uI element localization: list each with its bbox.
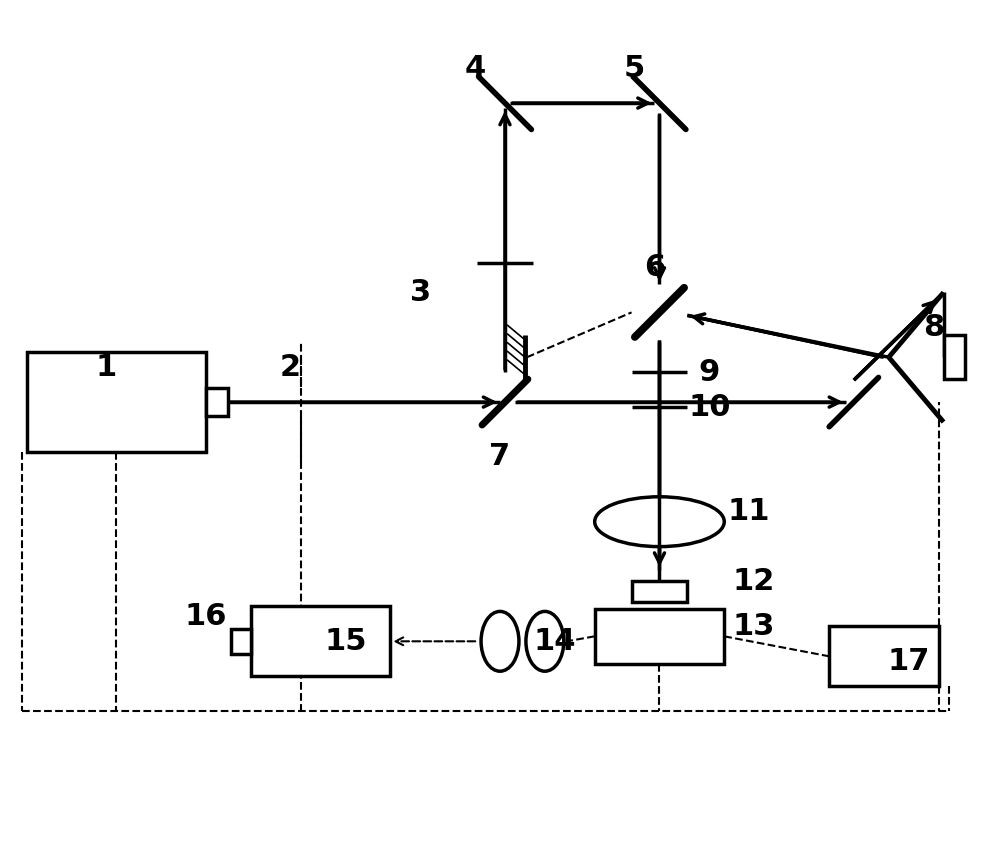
Text: 8: 8	[923, 313, 944, 342]
Bar	[251, 607, 390, 676]
Bar	[206, 388, 228, 416]
Text: 15: 15	[324, 626, 367, 656]
Text: 6: 6	[644, 253, 665, 282]
Text: 13: 13	[733, 612, 775, 641]
Ellipse shape	[595, 497, 724, 547]
Text: 14: 14	[534, 626, 576, 656]
Bar	[231, 629, 251, 654]
Text: 4: 4	[464, 54, 486, 82]
Bar	[595, 609, 724, 663]
Text: 2: 2	[280, 353, 301, 381]
Text: 16: 16	[185, 602, 227, 631]
Text: 7: 7	[489, 442, 511, 471]
Text: 11: 11	[728, 497, 770, 526]
Bar	[27, 352, 206, 452]
Text: 12: 12	[733, 567, 775, 596]
Text: 17: 17	[887, 647, 930, 675]
Text: 9: 9	[699, 357, 720, 387]
Ellipse shape	[481, 611, 519, 671]
Bar	[944, 335, 965, 379]
Text: 1: 1	[96, 353, 117, 381]
Bar	[829, 626, 939, 686]
Text: 3: 3	[410, 278, 431, 307]
Text: 5: 5	[624, 54, 645, 82]
Bar	[632, 580, 687, 602]
Ellipse shape	[526, 611, 564, 671]
Text: 10: 10	[688, 393, 731, 422]
